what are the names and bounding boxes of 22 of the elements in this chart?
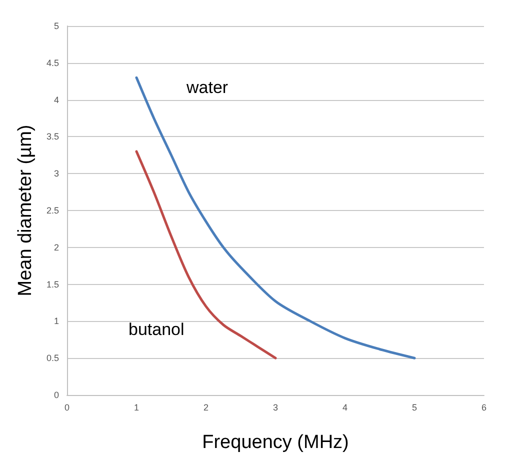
y-tick-label: 0.5: [46, 353, 59, 364]
y-tick-label: 1.5: [46, 279, 59, 290]
y-tick-label: 4: [54, 94, 59, 105]
x-tick-label: 1: [134, 402, 140, 412]
y-tick-label: 3.5: [46, 132, 59, 142]
x-tick-label: 0: [64, 402, 70, 412]
x-tick-label: 6: [481, 402, 487, 412]
y-tick-label: 4.5: [46, 58, 59, 68]
x-tick-label: 2: [203, 402, 209, 412]
series-label: butanol: [128, 320, 184, 339]
y-tick-label: 2: [54, 242, 59, 252]
x-axis-title: Frequency (MHz): [202, 432, 349, 453]
x-tick-label: 3: [272, 402, 278, 412]
y-tick-label: 5: [54, 21, 59, 31]
x-tick-label: 5: [412, 402, 418, 412]
y-tick-label: 1: [54, 316, 59, 326]
text: water: [186, 78, 228, 98]
y-tick-label: 3: [54, 168, 59, 179]
y-tick-label: 0: [54, 390, 59, 400]
y-axis-title: Mean diameter (µm): [15, 124, 36, 296]
x-tick-label: 4: [342, 402, 348, 412]
y-tick-label: 2.5: [46, 206, 59, 216]
